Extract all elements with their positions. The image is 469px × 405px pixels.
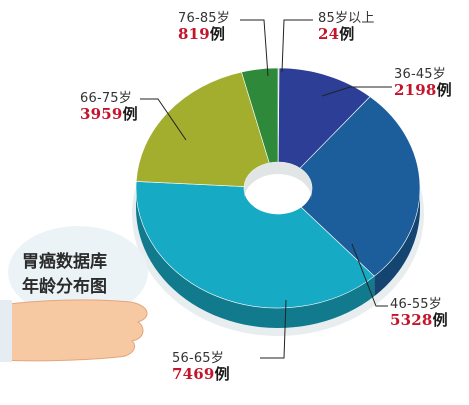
value-label: 5328例 [390,312,448,329]
value-unit: 例 [432,311,448,330]
category-label: 56-65岁 [172,351,224,366]
leader-line-36-45岁 [321,86,392,97]
category-label: 46-55岁 [390,297,442,312]
value-unit: 例 [339,25,355,44]
value-label: 24例 [318,26,375,43]
leader-line-76-85岁 [240,19,269,77]
value-number: 24 [318,25,340,44]
title-bubble [8,226,148,318]
label-36-45岁: 36-45岁 2198例 [394,67,452,99]
value-label: 2198例 [394,82,452,99]
leader-line-46-55岁 [351,243,388,307]
category-label: 66-75岁 [80,91,132,106]
label-76-85岁: 76-85岁 819例 [178,11,230,43]
leader-line-56-65岁 [260,299,287,359]
value-unit: 例 [209,25,226,44]
value-label: 3959例 [80,106,138,123]
title-line-2: 年龄分布图 [22,277,107,297]
value-unit: 例 [436,81,452,100]
value-number: 5328 [390,311,433,330]
label-85岁以上: 85岁以上 24例 [318,11,375,43]
title-line-1: 胃癌数据库 [22,252,107,272]
value-label: 7469例 [172,366,230,383]
slice-wall-3 [136,188,375,328]
slice-wall-2 [374,188,420,297]
value-number: 819 [178,25,210,44]
value-label: 819例 [178,26,230,43]
category-label: 85岁以上 [318,11,375,26]
category-label: 76-85岁 [178,11,230,26]
label-66-75岁: 66-75岁 3959例 [80,91,138,123]
category-label: 36-45岁 [394,67,446,82]
chart-title: 胃癌数据库 年龄分布图 [22,250,107,300]
leader-line-85岁以上 [281,19,313,73]
value-number: 3959 [80,105,123,124]
sleeve-cuff [0,300,12,362]
value-unit: 例 [214,365,230,384]
value-number: 2198 [394,81,437,100]
hands-illustration [0,299,148,362]
value-unit: 例 [122,105,138,124]
leader-line-66-75岁 [140,98,187,141]
donut-hole-wall [244,162,312,200]
label-56-65岁: 56-65岁 7469例 [172,351,230,383]
label-46-55岁: 46-55岁 5328例 [390,297,448,329]
value-number: 7469 [172,365,215,384]
